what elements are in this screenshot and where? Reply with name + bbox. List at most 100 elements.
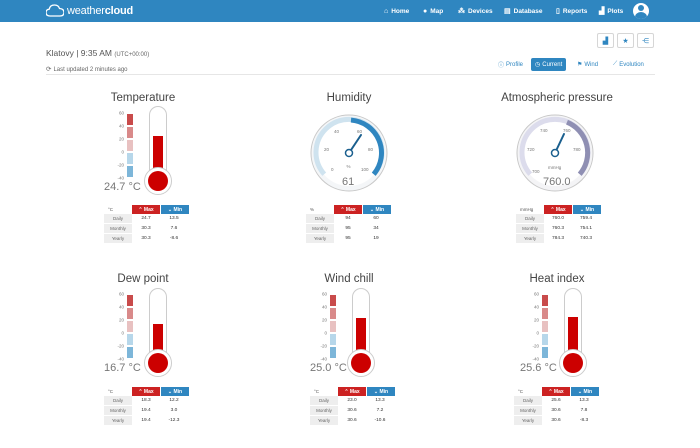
- chevron-down-icon: ⌄: [373, 388, 380, 395]
- dewpoint-row-min: 3.0: [170, 408, 178, 413]
- temperature-scale-label: 20: [118, 136, 124, 142]
- windchill-fill: [356, 318, 366, 364]
- dewpoint-row-max: 19.4: [141, 418, 151, 423]
- share-button[interactable]: ⋲: [637, 33, 654, 48]
- nav-home[interactable]: ⌂ Home: [384, 0, 409, 22]
- humidity-max-label: Max: [345, 206, 356, 213]
- bar-chart-button[interactable]: ▟: [597, 33, 614, 48]
- flag-icon: ⚑: [577, 62, 583, 68]
- temperature-scale-label: -20: [117, 162, 124, 168]
- dewpoint-scale-label: 0: [121, 330, 124, 336]
- temperature-fill: [153, 136, 163, 182]
- pressure-min-button[interactable]: ⌄ Min: [573, 205, 601, 214]
- database-icon: ▤: [504, 8, 511, 15]
- windchill-max-button[interactable]: ⌃ Max: [338, 387, 366, 396]
- windchill-title: Wind chill: [324, 273, 374, 285]
- heatindex-row-max: 30.6: [551, 408, 561, 413]
- windchill-scale: 60 40 20 0 -20 -40: [306, 291, 336, 364]
- brand-logo[interactable]: weather cloud: [46, 3, 133, 19]
- temperature-row-max: 24.7: [141, 216, 151, 221]
- dewpoint-scale-label: -40: [117, 356, 124, 362]
- pressure-row-max: 760.0: [551, 216, 564, 221]
- windchill-row-min: 13.3: [375, 398, 385, 403]
- windchill-min-button[interactable]: ⌄ Min: [367, 387, 395, 396]
- file-icon: ▯: [556, 8, 560, 15]
- user-avatar[interactable]: [633, 3, 649, 19]
- windchill-scale-label: 20: [321, 317, 327, 323]
- nav-reports-label: Reports: [562, 7, 588, 15]
- dewpoint-reading: 16.7 °C: [104, 362, 141, 374]
- windchill-stats-row: Daily 23.0 13.3: [310, 396, 395, 406]
- bar-chart-icon: ▟: [602, 37, 609, 45]
- dewpoint-max-button[interactable]: ⌃ Max: [132, 387, 160, 396]
- temperature-row-min: -8.6: [169, 236, 179, 241]
- pressure-row-label: Yearly: [516, 234, 544, 243]
- tab-evolution[interactable]: ⟋ Evolution: [613, 58, 644, 71]
- windchill-stats: °C ⌃ Max ⌄ Min Daily 23.0 13.3 Monthly 30.6 7.2 Y…: [310, 387, 395, 426]
- nav-database[interactable]: ▤ Database: [504, 0, 543, 22]
- nav-devices[interactable]: ⁂ Devices: [458, 0, 493, 22]
- pressure-row-min: 740.3: [579, 236, 592, 241]
- temperature-row-max: 30.3: [141, 226, 151, 231]
- temperature-stats-unit: °C: [108, 207, 114, 212]
- nav-reports[interactable]: ▯ Reports: [556, 0, 587, 22]
- humidity-min-label: Min: [375, 206, 385, 213]
- dewpoint-scale: 60 40 20 0 -20 -40: [103, 292, 133, 364]
- temperature-min-button[interactable]: ⌄ Min: [161, 205, 189, 214]
- heatindex-stats-row: Yearly 30.6 -8.3: [514, 416, 599, 426]
- tab-current[interactable]: ◷ Current: [531, 58, 567, 71]
- heatindex-thermometer: [559, 288, 587, 377]
- temperature-stats-row: Yearly 30.3 -8.6: [104, 234, 189, 244]
- favorite-button[interactable]: ★: [617, 33, 634, 48]
- heatindex-min-button[interactable]: ⌄ Min: [571, 387, 599, 396]
- windchill-row-max: 23.0: [347, 398, 357, 403]
- dewpoint-scale-label: 20: [118, 317, 124, 323]
- windchill-stats-header: °C ⌃ Max ⌄ Min: [310, 387, 395, 396]
- info-icon: ⓘ: [498, 63, 505, 69]
- tab-profile[interactable]: ⓘ Profile: [498, 58, 523, 71]
- devices-icon: ⁂: [458, 8, 465, 15]
- windchill-row-min: 7.2: [376, 408, 384, 413]
- temperature-scale-label: -40: [117, 175, 124, 181]
- nav-plots[interactable]: ▟ Plots: [599, 0, 623, 22]
- chevron-down-icon: ⌄: [577, 388, 584, 395]
- dewpoint-stats-row: Monthly 19.4 3.0: [104, 406, 189, 416]
- temperature-max-button[interactable]: ⌃ Max: [132, 205, 160, 214]
- dewpoint-min-button[interactable]: ⌄ Min: [161, 387, 189, 396]
- chevron-up-icon: ⌃: [138, 206, 144, 213]
- heatindex-row-label: Daily: [514, 396, 542, 405]
- windchill-scale-label: 60: [321, 291, 327, 297]
- heatindex-max-button[interactable]: ⌃ Max: [542, 387, 570, 396]
- dewpoint-scale-segment: [127, 347, 133, 358]
- heatindex-scale-segment: [542, 321, 548, 332]
- humidity-row-label: Monthly: [306, 224, 334, 233]
- humidity-dial-unit: %: [347, 164, 351, 169]
- heatindex-row-min: 7.8: [580, 408, 588, 413]
- humidity-title: Humidity: [326, 92, 372, 104]
- humidity-tick-80: 80: [368, 147, 374, 152]
- heatindex-max-label: Max: [553, 388, 564, 395]
- pressure-dial-unit: mmHg: [548, 165, 562, 170]
- heatindex-stats: °C ⌃ Max ⌄ Min Daily 25.6 13.3 Monthly 30.6 7.8 Y…: [514, 387, 599, 426]
- dewpoint-thermometer: [144, 288, 172, 377]
- nav-devices-label: Devices: [468, 7, 493, 15]
- windchill-scale-segment: [330, 347, 336, 358]
- pressure-max-button[interactable]: ⌃ Max: [544, 205, 572, 214]
- nav-map[interactable]: ● Map: [423, 0, 443, 22]
- pressure-gauge-svg: 700 720 740 760 780 mmHg: [516, 114, 594, 192]
- humidity-gauge-svg: 0 20 40 60 80 100 %: [310, 114, 388, 192]
- home-icon: ⌂: [384, 7, 389, 15]
- heatindex-min-label: Min: [583, 388, 593, 395]
- tab-wind[interactable]: ⚑ Wind: [577, 58, 598, 71]
- heatindex-scale-label: 60: [533, 291, 539, 297]
- temperature-row-label: Daily: [104, 214, 132, 223]
- humidity-min-button[interactable]: ⌄ Min: [363, 205, 391, 214]
- windchill-stats-row: Monthly 30.6 7.2: [310, 406, 395, 416]
- windchill-row-label: Yearly: [310, 416, 338, 425]
- dewpoint-row-min: 12.2: [169, 398, 179, 403]
- nav-database-label: Database: [513, 7, 543, 15]
- humidity-max-button[interactable]: ⌃ Max: [334, 205, 362, 214]
- chevron-up-icon: ⌃: [344, 388, 350, 395]
- humidity-row-max: 94: [345, 216, 351, 221]
- dewpoint-max-label: Max: [143, 388, 154, 395]
